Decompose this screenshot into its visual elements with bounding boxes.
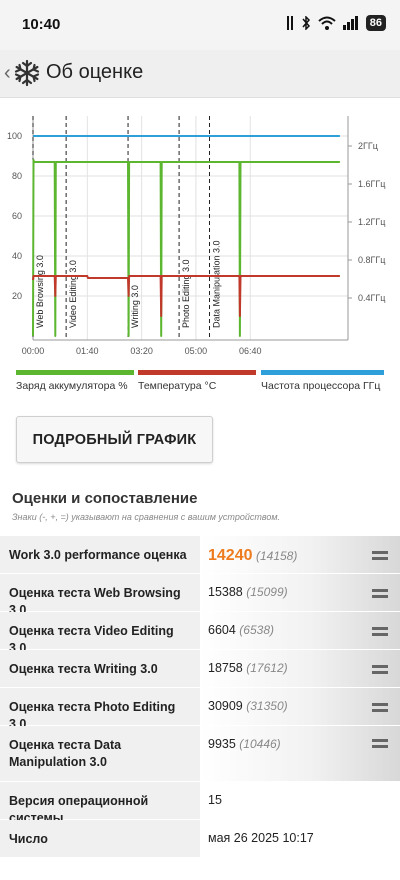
annotation-label: Video Editing 3.0: [68, 260, 78, 328]
content-card: 100 80 60 40 20 00:00 01:40 03:20 05:00 06:40 2ГГц…: [0, 98, 400, 880]
y-tick-label: 20: [12, 291, 22, 301]
annotation-label: Writing 3.0: [130, 285, 140, 328]
reference-value: (31350): [246, 699, 288, 713]
battery-indicator: 86: [365, 15, 386, 31]
equal-icon: [372, 549, 388, 567]
row-label: Оценка теста Writing 3.0: [0, 650, 200, 687]
scores-table: Work 3.0 performance оценка 14240 (14158…: [0, 536, 400, 858]
mute-icon: [286, 16, 294, 30]
row-label: Оценка теста Photo Editing 3.0: [0, 688, 200, 731]
y-tick-label: 60: [12, 211, 22, 221]
signal-icon: [342, 16, 359, 30]
y-tick-label: 100: [7, 131, 22, 141]
table-row-data-manipulation: Оценка теста Data Manipulation 3.0 9935 …: [0, 726, 400, 782]
legend-swatch: [261, 370, 384, 375]
right-tick-label: 0.4ГГц: [358, 293, 385, 303]
row-value: 15: [200, 782, 400, 819]
equal-icon: [372, 663, 388, 681]
row-label: Оценка теста Web Browsing 3.0: [0, 574, 200, 617]
section-note: Знаки (-, +, =) указывают на сравнения с…: [12, 512, 281, 522]
table-row-date: Число мая 26 2025 10:17: [0, 820, 400, 858]
right-tick-label: 0.8ГГц: [358, 255, 385, 265]
table-row-os-version: Версия операционной системы 15: [0, 782, 400, 825]
reference-value: (17612): [246, 661, 288, 675]
table-row-photo-editing: Оценка теста Photo Editing 3.0 30909 (31…: [0, 688, 400, 731]
reference-value: (15099): [246, 585, 288, 599]
row-value: мая 26 2025 10:17: [200, 820, 400, 857]
legend-swatch: [16, 370, 134, 375]
right-tick-label: 1.6ГГц: [358, 179, 385, 189]
legend-label: Частота процессора ГГц: [261, 380, 381, 392]
equal-icon: [372, 737, 388, 755]
equal-icon: [372, 587, 388, 605]
legend-item-cpu-frequency: Частота процессора ГГц: [261, 370, 384, 392]
legend-item-temperature: Температура °C: [138, 370, 256, 392]
performance-chart: 100 80 60 40 20 00:00 01:40 03:20 05:00 06:40 2ГГц…: [7, 116, 385, 356]
row-value: 6604 (6538): [200, 612, 400, 649]
row-value: 14240 (14158): [200, 536, 400, 573]
x-tick-label: 03:20: [130, 346, 153, 356]
x-tick-label: 05:00: [185, 346, 208, 356]
row-value: 15388 (15099): [200, 574, 400, 611]
row-value: 9935 (10446): [200, 726, 400, 781]
bluetooth-icon: [301, 16, 311, 30]
status-icons: 86: [286, 15, 386, 31]
row-label: Work 3.0 performance оценка: [0, 536, 200, 573]
row-label: Оценка теста Video Editing 3.0: [0, 612, 200, 655]
annotation-label: Data Manipulation 3.0: [212, 240, 222, 328]
reference-value: (10446): [239, 737, 281, 751]
y-tick-label: 80: [12, 171, 22, 181]
score-value: 14240: [208, 547, 253, 564]
temperature-series-line: [32, 275, 340, 317]
row-value: 18758 (17612): [200, 650, 400, 687]
page-title: Об оценке: [46, 61, 144, 83]
reference-value: (14158): [255, 549, 298, 563]
row-value: 30909 (31350): [200, 688, 400, 725]
score-value: 15388: [208, 585, 243, 599]
annotation-label: Web Browsing 3.0: [35, 255, 45, 328]
back-chevron-icon[interactable]: ‹: [4, 62, 11, 84]
annotation-label: Photo Editing 3.0: [181, 259, 191, 328]
legend-label: Заряд аккумулятора %: [16, 380, 128, 392]
detailed-chart-button[interactable]: ПОДРОБНЫЙ ГРАФИК: [16, 416, 213, 463]
table-row-work-score: Work 3.0 performance оценка 14240 (14158…: [0, 536, 400, 574]
right-tick-label: 2ГГц: [358, 141, 378, 151]
row-label: Число: [0, 820, 200, 857]
y-tick-label: 40: [12, 251, 22, 261]
x-tick-label: 06:40: [239, 346, 262, 356]
row-label: Версия операционной системы: [0, 782, 200, 825]
table-row-video-editing: Оценка теста Video Editing 3.0 6604 (653…: [0, 612, 400, 655]
right-tick-label: 1.2ГГц: [358, 217, 385, 227]
section-title: Оценки и сопоставление: [12, 490, 198, 507]
equal-icon: [372, 625, 388, 643]
snowflake-logo-icon[interactable]: [13, 59, 41, 92]
legend-item-battery: Заряд аккумулятора %: [16, 370, 134, 392]
chart-legend: Заряд аккумулятора % Температура °C Част…: [0, 370, 400, 400]
equal-icon: [372, 701, 388, 719]
score-value: 30909: [208, 699, 243, 713]
table-row-writing: Оценка теста Writing 3.0 18758 (17612): [0, 650, 400, 688]
app-header: ‹ Об оценке: [0, 50, 400, 98]
wifi-icon: [318, 16, 336, 30]
status-time: 10:40: [22, 16, 61, 33]
score-value: 6604: [208, 623, 236, 637]
x-tick-label: 01:40: [76, 346, 99, 356]
score-value: 18758: [208, 661, 243, 675]
legend-label: Температура °C: [138, 380, 217, 392]
status-bar: 10:40 86: [0, 0, 400, 50]
legend-swatch: [138, 370, 256, 375]
reference-value: (6538): [239, 623, 274, 637]
x-tick-label: 00:00: [22, 346, 45, 356]
row-label: Оценка теста Data Manipulation 3.0: [0, 726, 200, 781]
table-row-web-browsing: Оценка теста Web Browsing 3.0 15388 (150…: [0, 574, 400, 617]
score-value: 9935: [208, 737, 236, 751]
